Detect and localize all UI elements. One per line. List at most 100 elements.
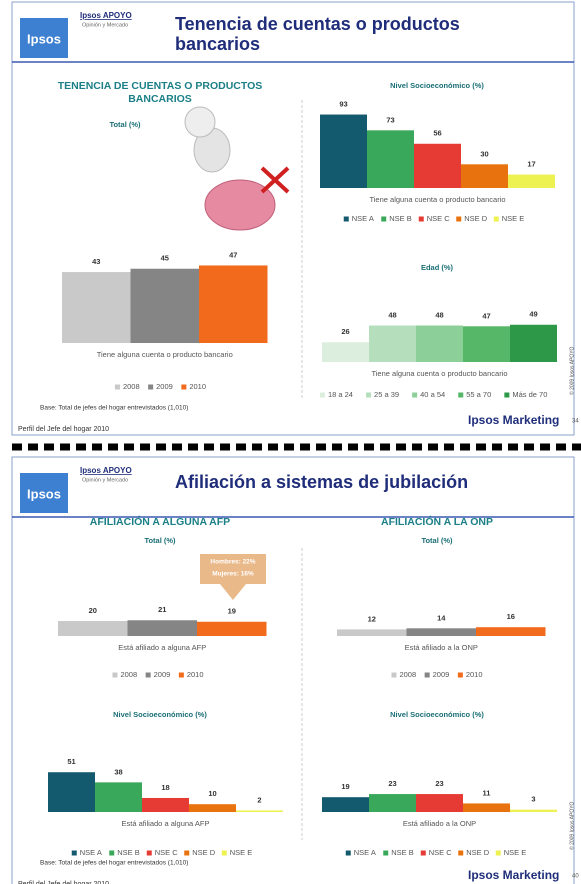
legend-label: NSE C xyxy=(427,214,451,223)
chart-title: Nivel Socioeconómico (%) xyxy=(390,710,484,719)
value-label: 38 xyxy=(114,767,122,776)
bar xyxy=(406,628,476,636)
legend-label: NSE B xyxy=(391,848,414,857)
legend-label: NSE B xyxy=(117,848,140,857)
legend-label: 2009 xyxy=(156,382,173,391)
legend-swatch xyxy=(148,384,154,390)
bar xyxy=(463,803,510,812)
value-label: 10 xyxy=(208,789,216,798)
value-label: 48 xyxy=(388,311,396,320)
value-label: 48 xyxy=(435,311,443,320)
legend-swatch xyxy=(366,392,372,398)
legend-swatch xyxy=(457,672,463,678)
legend-swatch xyxy=(146,850,152,856)
value-label: 45 xyxy=(161,254,169,263)
legend-label: NSE A xyxy=(352,214,374,223)
legend-label: 2010 xyxy=(189,382,206,391)
bar xyxy=(199,265,268,343)
legend-swatch xyxy=(424,672,430,678)
legend-swatch xyxy=(109,850,115,856)
logo: Ipsos xyxy=(27,31,61,46)
bar xyxy=(337,629,407,636)
bar xyxy=(416,794,463,812)
bar xyxy=(127,620,197,636)
value-label: 23 xyxy=(435,779,443,788)
bar xyxy=(508,174,555,188)
bar xyxy=(510,324,557,362)
section-heading: AFILIACIÓN A LA ONP xyxy=(381,516,493,528)
legend-swatch xyxy=(112,672,118,678)
legend-swatch xyxy=(420,850,426,856)
callout-text: Mujeres: 16% xyxy=(212,571,254,578)
legend-swatch xyxy=(504,392,510,398)
legend-label: 25 a 39 xyxy=(374,390,399,399)
logo-top: Ipsos APOYO xyxy=(80,466,132,475)
legend-label: NSE C xyxy=(155,848,179,857)
legend-swatch xyxy=(221,850,227,856)
footer: Perfil del Jefe del hogar 2010 xyxy=(18,426,109,433)
legend-label: NSE E xyxy=(230,848,253,857)
logo-top: Ipsos APOYO xyxy=(80,11,132,20)
legend-swatch xyxy=(71,850,77,856)
legend-label: NSE D xyxy=(192,848,216,857)
legend-label: 2008 xyxy=(123,382,140,391)
bar xyxy=(142,797,189,812)
bar xyxy=(416,325,463,362)
illustration-piggy xyxy=(204,179,276,231)
legend-swatch xyxy=(418,216,424,222)
copyright: © 2009 Ipsos APOYO xyxy=(568,801,575,850)
page-number: 34 xyxy=(572,419,579,425)
legend-swatch xyxy=(391,672,397,678)
logo-box xyxy=(20,18,68,58)
chart-title: Nivel Socioeconómico (%) xyxy=(390,81,484,90)
bar xyxy=(236,810,283,812)
legend-swatch xyxy=(114,384,120,390)
legend-label: Más de 70 xyxy=(512,390,547,399)
legend-label: 2008 xyxy=(399,670,416,679)
copyright: © 2009 Ipsos APOYO xyxy=(568,346,575,395)
category-label: Tiene alguna cuenta o producto bancario xyxy=(97,350,233,359)
bar xyxy=(369,794,416,812)
value-label: 12 xyxy=(368,614,376,623)
slide-frame xyxy=(11,456,575,884)
base-note: Base: Total de jefes del hogar entrevist… xyxy=(40,405,188,412)
value-label: 49 xyxy=(529,310,537,319)
callout xyxy=(200,554,266,600)
legend-label: 18 a 24 xyxy=(328,390,353,399)
bar xyxy=(322,797,369,812)
legend-label: NSE E xyxy=(502,214,525,223)
category-label: Está afiliado a la ONP xyxy=(405,643,478,652)
bar xyxy=(48,772,95,812)
legend-swatch xyxy=(456,216,462,222)
chart-title: Total (%) xyxy=(421,536,453,545)
base-note: Base: Total de jefes del hogar entrevist… xyxy=(40,860,188,867)
bar xyxy=(510,809,557,812)
value-label: 21 xyxy=(158,605,166,614)
section-heading: TENENCIA DE CUENTAS O PRODUCTOS BANCARIO… xyxy=(57,80,263,105)
legend-label: 2010 xyxy=(187,670,204,679)
legend-swatch xyxy=(458,850,464,856)
section-heading: AFILIACIÓN A ALGUNA AFP xyxy=(89,516,231,528)
value-label: 19 xyxy=(341,782,349,791)
legend-label: 2010 xyxy=(466,670,483,679)
logo-sub: Opinión y Mercado xyxy=(82,22,128,28)
category-label: Está afiliado a la ONP xyxy=(403,819,476,828)
bar xyxy=(320,114,367,188)
value-label: 93 xyxy=(339,100,347,109)
value-label: 51 xyxy=(67,757,75,766)
logo-box xyxy=(20,473,68,513)
value-label: 26 xyxy=(341,327,349,336)
legend-swatch xyxy=(412,392,418,398)
value-label: 43 xyxy=(92,257,100,266)
logo: Ipsos xyxy=(27,486,61,501)
legend-swatch xyxy=(178,672,184,678)
bar xyxy=(197,621,267,636)
chart-title: Nivel Socioeconómico (%) xyxy=(113,710,207,719)
legend-swatch xyxy=(181,384,187,390)
category-label: Está afiliado a alguna AFP xyxy=(122,819,210,828)
value-label: 47 xyxy=(482,311,490,320)
legend-label: NSE D xyxy=(464,214,488,223)
value-label: 56 xyxy=(433,129,441,138)
legend-label: 40 a 54 xyxy=(420,390,445,399)
